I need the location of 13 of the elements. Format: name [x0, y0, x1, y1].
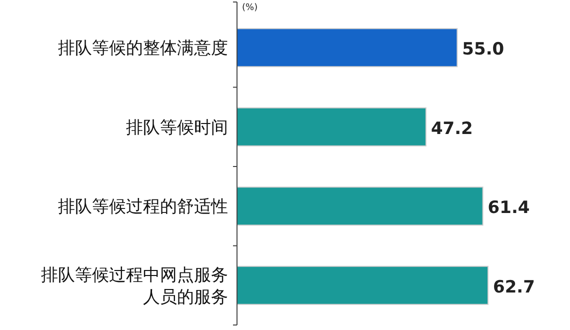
- data-label: 61.4: [488, 198, 530, 218]
- data-label: 62.7: [493, 277, 535, 298]
- y-tick-label: 排队等候过程的舒适性: [58, 197, 228, 218]
- y-tick-label: 排队等候过程中网点服务人员的服务: [41, 265, 228, 308]
- data-label: 47.2: [430, 118, 473, 139]
- bar: [236, 186, 484, 226]
- x-axis-title: (%): [242, 3, 258, 13]
- y-tick-label: 排队等候的整体满意度: [58, 38, 228, 59]
- bar: [236, 266, 488, 305]
- data-label: 55.0: [462, 40, 504, 60]
- bar: [236, 107, 426, 146]
- y-tick-label: 排队等候时间: [126, 118, 228, 138]
- bar: [236, 28, 458, 68]
